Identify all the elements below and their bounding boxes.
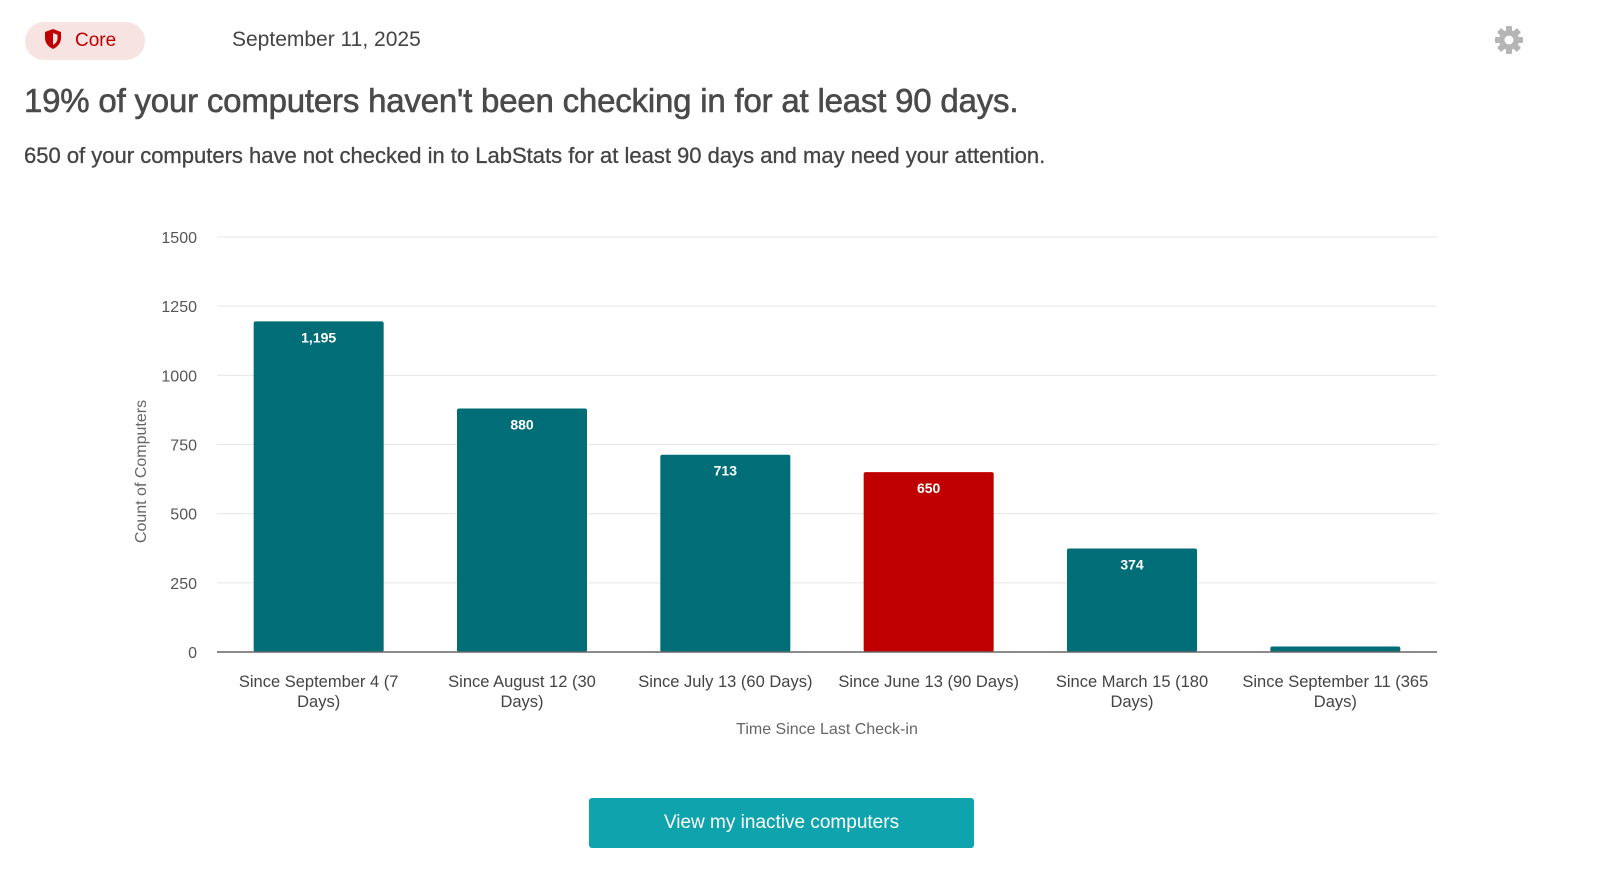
y-tick-label: 750	[170, 438, 197, 455]
x-tick-label: Days)	[1110, 693, 1153, 711]
y-tick-label: 1000	[161, 368, 197, 385]
bar	[457, 408, 587, 652]
x-tick-label: Since July 13 (60 Days)	[638, 673, 812, 691]
x-tick-label: Since June 13 (90 Days)	[838, 673, 1019, 691]
bar-value-label: 880	[510, 417, 534, 433]
y-tick-label: 500	[170, 507, 197, 524]
headline: 19% of your computers haven't been check…	[24, 82, 1019, 120]
bar-value-label: 713	[714, 463, 738, 479]
header: Core September 11, 2025	[0, 0, 1600, 80]
y-tick-label: 0	[188, 645, 197, 662]
x-axis-title: Time Since Last Check-in	[736, 721, 918, 738]
x-tick-label: Days)	[1314, 693, 1357, 711]
bar	[253, 321, 384, 652]
shield-icon	[43, 28, 63, 55]
x-tick-label: Days)	[500, 693, 543, 711]
x-tick-label: Since September 4 (7	[239, 673, 399, 691]
bar-value-label: 650	[917, 480, 941, 496]
badge-label: Core	[75, 30, 117, 51]
subheadline: 650 of your computers have not checked i…	[24, 143, 1046, 168]
bar-chart: 0 250 500 750 1000 1250 1500 1,195 Since Septemb…	[0, 200, 1600, 760]
core-badge: Core	[25, 22, 145, 60]
y-tick-label: 1250	[161, 299, 197, 316]
x-tick-label: Since August 12 (30	[448, 673, 596, 691]
y-tick-label: 1500	[161, 230, 197, 247]
y-axis-title: Count of Computers	[133, 400, 150, 543]
view-inactive-computers-button[interactable]: View my inactive computers	[589, 798, 974, 848]
x-tick-label: Since September 11 (365	[1242, 673, 1428, 691]
bar	[1067, 548, 1197, 652]
gear-icon[interactable]	[1494, 25, 1524, 55]
bar	[1270, 646, 1401, 652]
x-tick-label: Days)	[297, 693, 340, 711]
bar	[863, 472, 994, 652]
report-date: September 11, 2025	[232, 28, 421, 51]
bar-value-label: 374	[1120, 557, 1144, 573]
y-tick-label: 250	[170, 576, 197, 593]
x-tick-label: Since March 15 (180	[1056, 673, 1208, 691]
bar	[660, 454, 791, 652]
bar-value-label: 1,195	[301, 329, 336, 345]
chart-svg: 0 250 500 750 1000 1250 1500 1,195 Since Septemb…	[133, 230, 1437, 738]
